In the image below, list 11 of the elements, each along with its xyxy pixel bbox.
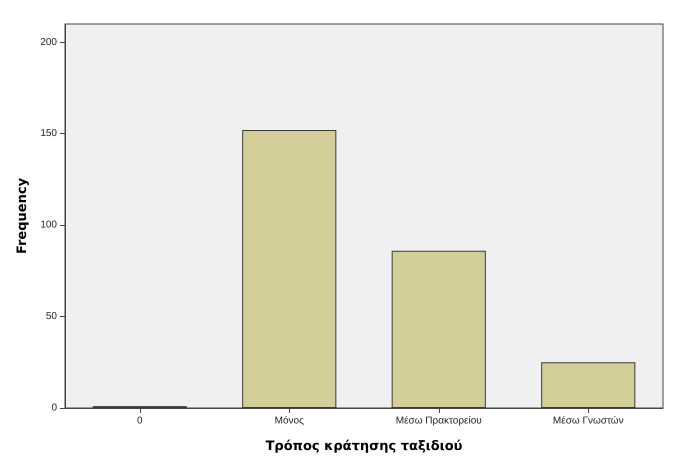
x-tick-label: Μόνος [274, 416, 304, 426]
y-tick-label: 50 [46, 311, 58, 322]
x-tick-label: Μέσω Γνωστών [552, 416, 624, 426]
y-axis-title: Frequency [15, 177, 30, 254]
y-tick-label: 200 [40, 36, 58, 48]
y-tick-label: 100 [40, 220, 58, 231]
x-tick-label: 0 [136, 416, 143, 426]
x-tick-label: Μέσω Πρακτορείου [396, 416, 482, 426]
y-tick-label: 150 [40, 128, 58, 140]
y-tick-label: 0 [51, 402, 58, 414]
x-axis-title: Τρόπος κράτησης ταξιδιού [266, 439, 463, 454]
